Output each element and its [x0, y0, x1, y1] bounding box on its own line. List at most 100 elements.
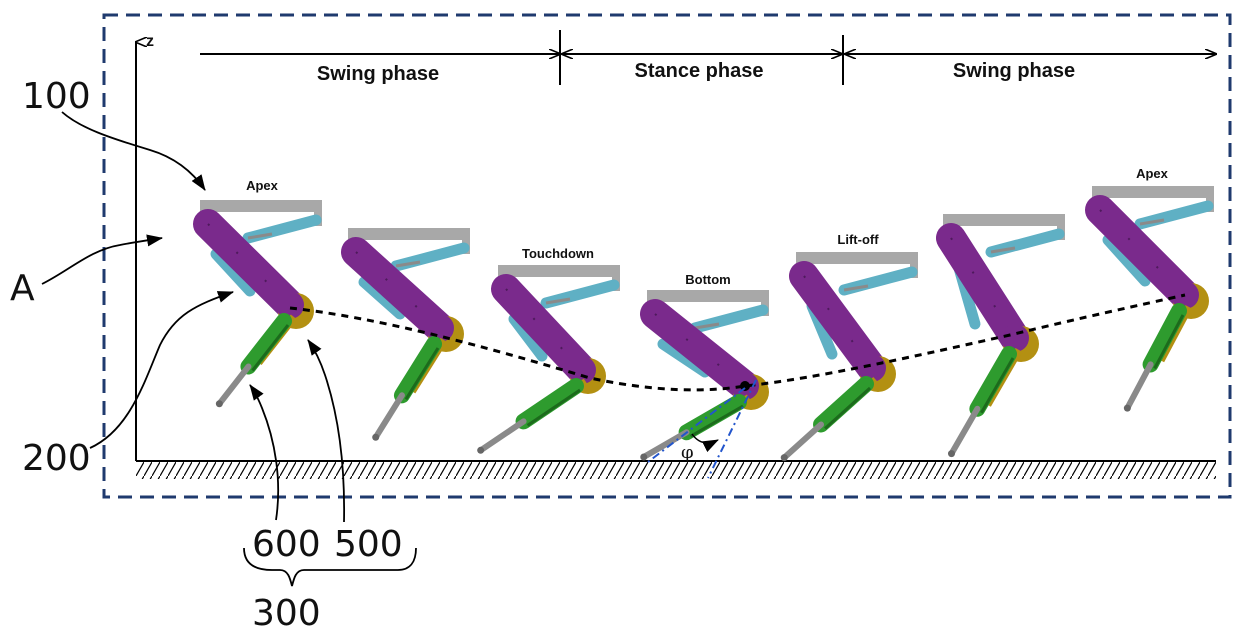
leg-poses: Apex Touchdown Bottom Lift-off Apex — [193, 166, 1214, 462]
lower-leg-edge — [251, 324, 290, 372]
pose-label-1: Apex — [246, 178, 279, 193]
leader-200 — [89, 291, 234, 449]
lower-actuator — [508, 313, 548, 362]
reference-annotations: 100 A 200 600 500 300 — [10, 76, 417, 634]
foot-rod — [372, 392, 405, 441]
leg-pose-7 — [1085, 186, 1214, 412]
body-bar — [498, 265, 620, 277]
lower-leg-link — [240, 313, 292, 375]
phase-label-swing-2: Swing phase — [953, 60, 1075, 82]
ref-label-200: 200 — [22, 438, 91, 479]
knee-cap — [858, 354, 886, 382]
foot-tip — [780, 454, 788, 462]
z-axis-label: z — [146, 33, 154, 50]
foot-rod — [948, 405, 981, 457]
foot-tip — [215, 400, 223, 408]
actuator-rod — [247, 232, 273, 240]
upper-leg-link — [1085, 195, 1200, 310]
body-bar-drop — [612, 265, 620, 291]
lower-leg-link — [1142, 303, 1187, 373]
actuator-rod — [395, 260, 421, 268]
leader-600 — [249, 384, 280, 521]
upper-leg-link — [936, 223, 1030, 353]
leg-pose-5 — [780, 252, 918, 462]
lower-leg-edge — [689, 404, 744, 438]
body-bar — [1092, 186, 1214, 198]
actuator-rod — [990, 246, 1016, 254]
body-bar — [200, 200, 322, 212]
actuator-rod — [545, 297, 571, 305]
foot-tip — [477, 446, 485, 454]
phase-indicator: Swing phase Stance phase Swing phase — [200, 30, 1216, 85]
leg-pose-3 — [477, 265, 620, 454]
ref-label-600: 600 — [252, 524, 321, 565]
body-bar-drop — [462, 228, 470, 254]
lower-leg-link — [678, 394, 747, 441]
foot-tip — [948, 450, 955, 458]
pose-label-3: Touchdown — [522, 246, 594, 261]
hip-trajectory-curve — [289, 293, 1186, 392]
body-bar-drop — [1206, 186, 1214, 212]
lower-leg-edge — [824, 386, 872, 430]
actuator-rod — [694, 322, 720, 330]
body-bar-drop — [314, 200, 322, 226]
brace-300 — [243, 547, 417, 587]
lower-actuator — [358, 276, 406, 320]
foot-tip — [372, 433, 380, 441]
angle-reference-line — [707, 379, 757, 479]
ref-label-300: 300 — [252, 593, 321, 634]
upper-leg-link — [491, 274, 597, 385]
body-bar — [796, 252, 918, 264]
ref-label-100: 100 — [22, 76, 91, 117]
lower-actuator — [210, 248, 256, 297]
pose-label-7: Apex — [1136, 166, 1169, 181]
leader-100 — [61, 111, 206, 191]
leg-pose-2 — [341, 228, 470, 441]
upper-leg-link — [640, 299, 760, 401]
upper-leg-link — [193, 209, 305, 320]
phase-label-swing-1: Swing phase — [317, 63, 439, 85]
actuator-rod — [1139, 218, 1165, 226]
ref-label-500: 500 — [334, 524, 403, 565]
ground-hatching — [136, 461, 1216, 479]
foot-rod — [781, 421, 825, 461]
pose-label-5: Lift-off — [837, 232, 879, 247]
lower-actuator — [1102, 234, 1151, 287]
lower-leg-link — [515, 378, 584, 430]
body-bar — [348, 228, 470, 240]
foot-rod — [477, 418, 527, 454]
knee-cap — [568, 356, 596, 384]
phase-label-stance: Stance phase — [635, 60, 764, 82]
lower-leg-link — [813, 376, 874, 433]
leader-A — [41, 234, 163, 285]
leader-500 — [307, 339, 346, 523]
body-bar — [943, 214, 1065, 226]
lower-leg-edge — [526, 388, 581, 427]
leg-pose-6 — [936, 214, 1065, 458]
angle-arc — [691, 433, 719, 453]
lower-leg-edge — [980, 357, 1015, 414]
upper-leg-link — [789, 261, 887, 383]
actuator-rod — [843, 284, 869, 292]
dashed-frame — [102, 13, 1232, 499]
foot-rod — [1124, 361, 1154, 412]
body-bar-drop — [910, 252, 918, 278]
body-bar-drop — [1057, 214, 1065, 240]
pose-label-4: Bottom — [685, 272, 731, 287]
leg-pose-1 — [193, 200, 322, 408]
lower-leg-edge — [1153, 314, 1185, 370]
foot-rod — [216, 363, 252, 407]
foot-rod — [640, 429, 690, 460]
body-bar-drop — [761, 290, 769, 316]
foot-tip — [1123, 404, 1131, 412]
foot-tip — [640, 453, 648, 461]
angle-phi-label: φ — [681, 442, 694, 463]
body-bar — [647, 290, 769, 302]
trajectory-bottom-point — [740, 381, 750, 391]
lower-leg-link — [969, 346, 1017, 417]
leg-pose-4 — [640, 290, 769, 461]
leg-axis-line — [647, 387, 746, 463]
leg-angle-indicator: φ — [647, 379, 757, 479]
lower-leg-link — [393, 336, 442, 404]
